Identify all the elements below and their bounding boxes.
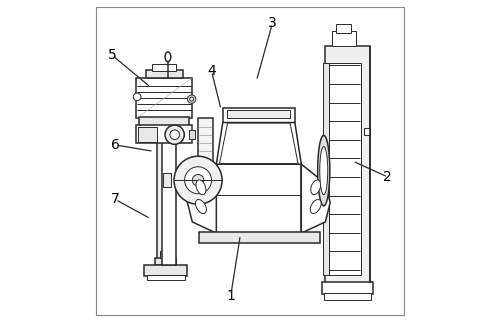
Circle shape: [165, 125, 184, 144]
Bar: [322, 282, 373, 294]
Ellipse shape: [310, 200, 321, 213]
Circle shape: [184, 167, 212, 194]
Bar: [227, 110, 290, 118]
Bar: [160, 251, 172, 258]
Bar: [328, 63, 360, 275]
Bar: [332, 31, 356, 46]
Bar: [152, 64, 176, 71]
Circle shape: [190, 97, 194, 101]
Bar: [336, 24, 351, 33]
Polygon shape: [188, 164, 216, 233]
Text: 2: 2: [384, 170, 392, 184]
Bar: [222, 108, 295, 123]
Polygon shape: [216, 123, 302, 164]
Bar: [147, 275, 185, 279]
Bar: [146, 70, 182, 78]
Bar: [140, 117, 189, 126]
Text: 5: 5: [108, 48, 116, 62]
Text: 3: 3: [268, 16, 277, 30]
Bar: [162, 78, 175, 265]
Circle shape: [174, 156, 222, 204]
Bar: [138, 127, 157, 142]
Circle shape: [134, 93, 141, 101]
Ellipse shape: [165, 52, 171, 62]
Text: 4: 4: [207, 64, 216, 78]
Bar: [141, 125, 188, 129]
Bar: [326, 46, 370, 283]
Ellipse shape: [311, 180, 320, 195]
Bar: [198, 232, 320, 243]
Text: 6: 6: [111, 138, 120, 152]
Bar: [324, 293, 371, 299]
Bar: [156, 258, 176, 265]
Text: 1: 1: [226, 289, 235, 303]
Ellipse shape: [196, 200, 206, 213]
Bar: [157, 99, 164, 265]
Bar: [144, 265, 188, 276]
Bar: [163, 173, 171, 187]
Bar: [189, 130, 195, 139]
Ellipse shape: [318, 135, 330, 206]
Bar: [168, 99, 174, 265]
Circle shape: [192, 175, 204, 186]
Ellipse shape: [320, 147, 328, 195]
Bar: [216, 164, 302, 233]
Bar: [323, 63, 329, 275]
Circle shape: [170, 130, 179, 139]
Text: 7: 7: [111, 193, 120, 206]
Bar: [364, 128, 370, 135]
Polygon shape: [220, 123, 298, 164]
Bar: [136, 125, 192, 143]
Bar: [136, 78, 192, 118]
Ellipse shape: [196, 180, 206, 195]
Polygon shape: [302, 164, 330, 233]
Bar: [198, 118, 214, 184]
Circle shape: [188, 95, 196, 103]
